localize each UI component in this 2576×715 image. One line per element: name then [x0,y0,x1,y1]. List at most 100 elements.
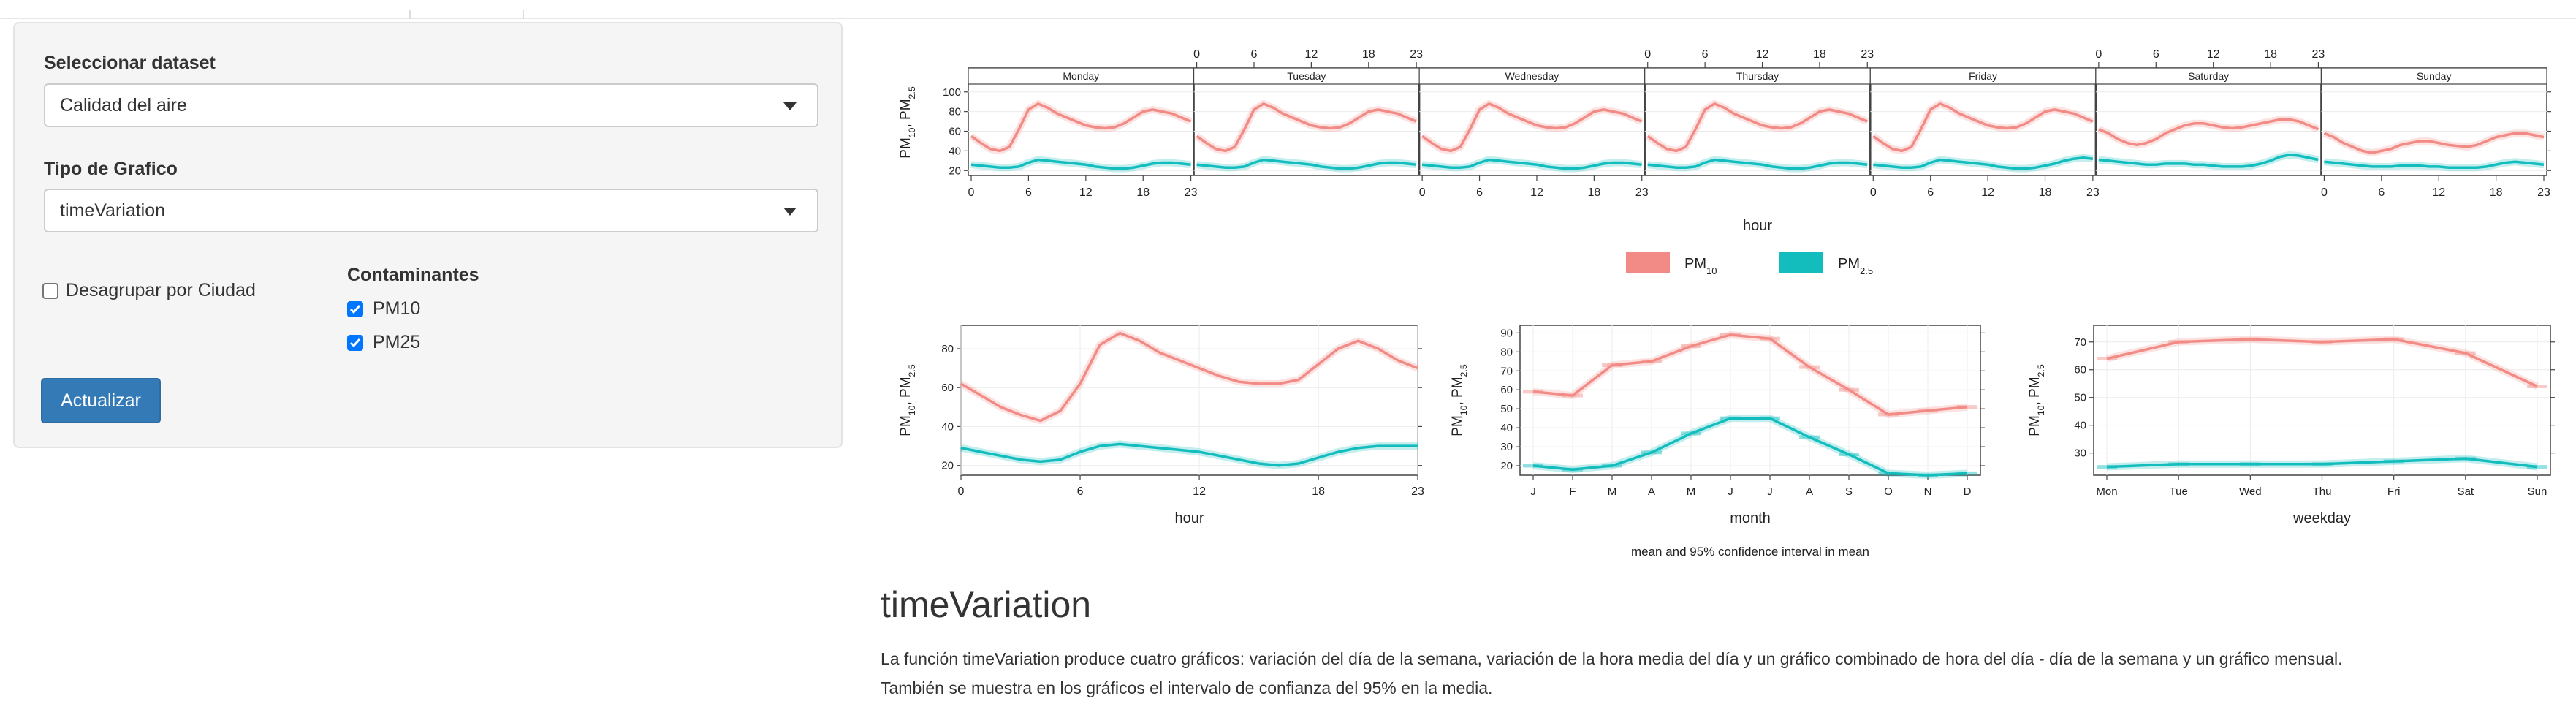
x-tick-label: Mon [2096,485,2117,498]
x-tick-label: 18 [1312,485,1325,498]
x-tick-label: 23 [2537,186,2550,199]
y-tick-label: 60 [2074,364,2086,377]
x-tick-label: J [1530,485,1536,498]
x-tick-label: 6 [2378,186,2385,199]
strip-sunday [2320,67,2547,85]
x-tick-label: 18 [1136,186,1150,199]
pm10-checkbox[interactable] [347,301,363,317]
x-tick-label: 6 [1476,186,1483,199]
y-tick-label: 100 [943,86,961,99]
y-tick-label: 80 [941,343,954,355]
y-tick-label: 80 [949,106,961,118]
chart-caption: mean and 95% confidence interval in mean [1631,545,1869,559]
x-tick-label: M [1608,485,1617,498]
y-tick-label: 90 [1500,327,1513,339]
tab-separator [409,10,411,19]
y-tick-label: 60 [1500,384,1513,396]
x-tick-label: 0 [968,186,975,199]
legend-pm10-swatch [1626,252,1670,273]
description-line-1: La función timeVariation produce cuatro … [881,649,2343,668]
strip-label: Thursday [1736,70,1779,82]
x-tick-label: 18 [1587,186,1600,199]
series-pm25-line [1196,158,1417,170]
y-tick-label: 40 [941,420,954,433]
x-tick-label: 12 [1079,186,1093,199]
dataset-select[interactable]: Calidad del aire [44,83,818,127]
dataset-label: Seleccionar dataset [44,53,216,73]
x-tick-label: J [1728,485,1733,498]
x-tick-label: Wed [2239,485,2262,498]
y-tick-label: 70 [2074,336,2086,349]
strip-label: Tuesday [1287,70,1326,82]
x-tick-label: 0 [1644,48,1651,61]
x-tick-label: 12 [1530,186,1543,199]
x-tick-label: 18 [1362,48,1375,61]
y-tick-label: 60 [941,382,954,394]
legend-pm25-swatch [1779,252,1823,273]
y-tick-label: 40 [1500,422,1513,434]
x-tick-label: 6 [1025,186,1032,199]
x-tick-label: 23 [1635,186,1649,199]
strip-label: Monday [1063,70,1099,82]
x-tick-label: 12 [2432,186,2445,199]
x-tick-label: 23 [1410,48,1423,61]
x-tick-label: S [1845,485,1853,498]
y-tick-label: 70 [1500,365,1513,377]
plot-frame [1519,325,1981,476]
series-pm25-line [1421,158,1642,170]
x-tick-label: 0 [1870,186,1877,199]
legend-pm25-label: PM2.5 [1838,256,1873,276]
pm25-checkbox[interactable] [347,335,363,351]
x-tick-label: 0 [958,485,965,498]
chevron-down-icon [783,208,797,216]
update-button[interactable]: Actualizar [41,378,161,423]
series-pm10-line [1872,102,2094,153]
series-pm10-line [2106,338,2538,388]
top-divider [0,18,2576,19]
y-tick-label: 20 [941,460,954,472]
series-pm10-line [2323,132,2545,154]
y-tick-label: 40 [949,145,961,157]
x-tick-label: 18 [2264,48,2277,61]
y-tick-label: 20 [949,164,961,177]
x-tick-label: 18 [2039,186,2052,199]
x-tick-label: 23 [2312,48,2325,61]
x-tick-label: 0 [1193,48,1200,61]
x-tick-label: 12 [1756,48,1769,61]
x-tick-label: M [1687,485,1696,498]
x-axis-label: month [1730,510,1771,526]
x-tick-label: 6 [1077,485,1084,498]
x-tick-label: F [1569,485,1576,498]
y-tick-label: 20 [1500,460,1513,472]
y-axis-label: PM10, PM2.5 [2027,364,2046,436]
series-pm25-line [960,442,1418,467]
x-axis-label: weekday [2292,510,2351,526]
series-pm10-line [1646,102,1868,153]
series-pm10-line [1196,102,1417,153]
series-pm25-line [1647,158,1868,170]
x-tick-label: 23 [2086,186,2100,199]
x-axis-label: hour [1174,510,1204,526]
y-tick-label: 80 [1500,346,1513,358]
series-pm10-line [2098,118,2319,147]
x-tick-label: A [1806,485,1813,498]
time-variation-plot: Monday 0 6 12 18 23 Tuesday 0 6 12 18 23 Wednesday 0 6… [898,48,2555,559]
x-tick-label: 12 [2207,48,2220,61]
y-tick-label: 50 [2074,392,2086,404]
series-pm25-line [2106,457,2538,469]
x-axis-label: hour [1743,218,1772,234]
x-tick-label: 23 [1185,186,1198,199]
y-tick-label: 30 [1500,441,1513,453]
chart-type-select[interactable]: timeVariation [44,189,818,232]
series-pm25-line [1532,417,1968,477]
strip-label: Sunday [2417,70,2451,82]
x-tick-label: N [1924,485,1932,498]
x-tick-label: 6 [2153,48,2159,61]
chevron-down-icon [783,102,797,110]
ungroup-checkbox[interactable] [42,283,58,299]
x-tick-label: 23 [1861,48,1874,61]
y-axis-label: PM10, PM2.5 [898,364,917,436]
x-tick-label: D [1964,485,1972,498]
sidebar-panel: Seleccionar dataset Calidad del aire Tip… [13,22,843,448]
pollutants-label: Contaminantes [347,265,479,285]
